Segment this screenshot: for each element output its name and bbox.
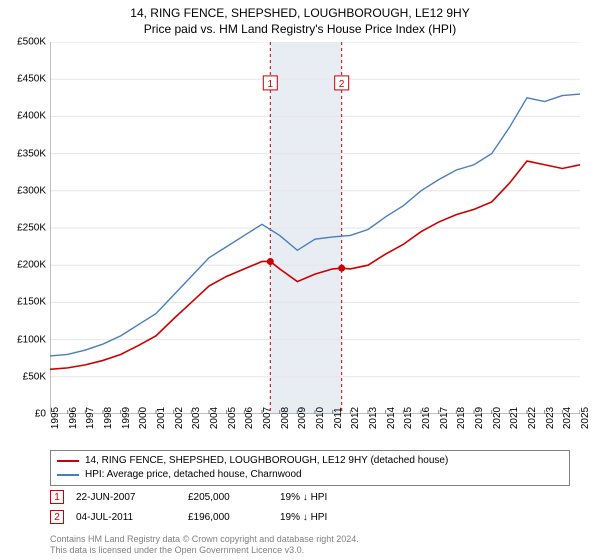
x-axis-label: 2020 (492, 407, 503, 429)
footer-line-1: Contains HM Land Registry data © Crown c… (50, 534, 359, 545)
legend-label: HPI: Average price, detached house, Char… (85, 468, 302, 482)
y-axis-label: £50K (23, 371, 46, 382)
x-axis-label: 2012 (350, 407, 361, 429)
sale-row-2: 2 04-JUL-2011 £196,000 19% ↓ HPI (50, 510, 327, 524)
x-axis-label: 2011 (333, 407, 344, 429)
x-axis-label: 2013 (368, 407, 379, 429)
x-axis-label: 2021 (509, 407, 520, 429)
sale-marker-1: 1 (50, 490, 64, 504)
x-axis-label: 2015 (403, 407, 414, 429)
chart-title: 14, RING FENCE, SHEPSHED, LOUGHBOROUGH, … (0, 0, 600, 22)
y-axis-label: £300K (17, 185, 46, 196)
x-axis-label: 2006 (244, 407, 255, 429)
chart-area: 12 £0£50K£100K£150K£200K£250K£300K£350K£… (50, 42, 580, 414)
sale-diff-1: 19% ↓ HPI (280, 492, 327, 503)
svg-text:2: 2 (339, 79, 345, 90)
legend-box: 14, RING FENCE, SHEPSHED, LOUGHBOROUGH, … (50, 450, 570, 486)
x-axis-label: 2008 (280, 407, 291, 429)
x-axis-label: 2025 (580, 407, 591, 429)
x-axis-label: 2002 (174, 407, 185, 429)
x-axis-label: 2010 (315, 407, 326, 429)
x-axis-label: 2005 (227, 407, 238, 429)
x-axis-label: 2016 (421, 407, 432, 429)
y-axis-label: £0 (35, 409, 46, 420)
x-axis-label: 2024 (562, 407, 573, 429)
footer: Contains HM Land Registry data © Crown c… (50, 534, 359, 556)
legend-swatch (57, 460, 79, 462)
y-axis-label: £200K (17, 260, 46, 271)
chart-subtitle: Price paid vs. HM Land Registry's House … (0, 22, 600, 40)
sale-diff-2: 19% ↓ HPI (280, 512, 327, 523)
x-axis-label: 2003 (191, 407, 202, 429)
footer-line-2: This data is licensed under the Open Gov… (50, 545, 359, 556)
x-axis-label: 1996 (68, 407, 79, 429)
x-axis-label: 1998 (103, 407, 114, 429)
y-axis-label: £500K (17, 37, 46, 48)
sale-price-1: £205,000 (188, 492, 268, 503)
x-axis-label: 2022 (527, 407, 538, 429)
chart-container: 14, RING FENCE, SHEPSHED, LOUGHBOROUGH, … (0, 0, 600, 560)
x-axis-label: 2018 (456, 407, 467, 429)
x-axis-label: 2009 (297, 407, 308, 429)
sale-date-2: 04-JUL-2011 (76, 512, 176, 523)
x-axis-label: 2017 (439, 407, 450, 429)
legend-item: 14, RING FENCE, SHEPSHED, LOUGHBOROUGH, … (57, 454, 563, 468)
svg-text:1: 1 (268, 79, 274, 90)
y-axis-label: £100K (17, 334, 46, 345)
legend-swatch (57, 474, 79, 476)
x-axis-label: 2001 (156, 407, 167, 429)
x-axis-label: 1995 (50, 407, 61, 429)
y-axis-label: £350K (17, 148, 46, 159)
x-axis-label: 2019 (474, 407, 485, 429)
sale-row-1: 1 22-JUN-2007 £205,000 19% ↓ HPI (50, 490, 327, 504)
x-axis-label: 1997 (85, 407, 96, 429)
y-axis-label: £250K (17, 223, 46, 234)
sale-marker-2: 2 (50, 510, 64, 524)
y-axis-label: £150K (17, 297, 46, 308)
legend-label: 14, RING FENCE, SHEPSHED, LOUGHBOROUGH, … (85, 454, 448, 468)
x-axis-label: 2000 (138, 407, 149, 429)
y-axis-label: £450K (17, 74, 46, 85)
legend-item: HPI: Average price, detached house, Char… (57, 468, 563, 482)
x-axis-label: 1999 (121, 407, 132, 429)
y-axis-label: £400K (17, 111, 46, 122)
x-axis-label: 2014 (386, 407, 397, 429)
sale-date-1: 22-JUN-2007 (76, 492, 176, 503)
x-axis-label: 2007 (262, 407, 273, 429)
x-axis-label: 2004 (209, 407, 220, 429)
sale-price-2: £196,000 (188, 512, 268, 523)
chart-svg: 12 (50, 42, 580, 414)
x-axis-label: 2023 (545, 407, 556, 429)
